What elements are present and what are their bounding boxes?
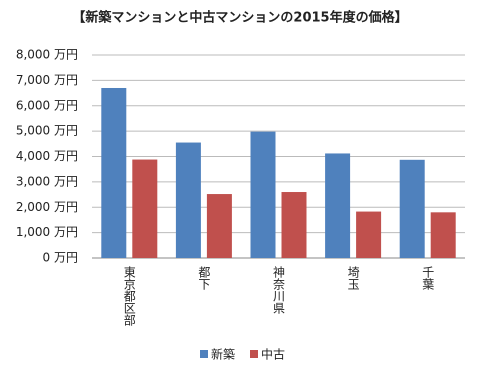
y-tick-label: 8,000 万円: [16, 48, 78, 62]
bar: [399, 159, 425, 258]
bar: [206, 194, 232, 258]
legend-label: 中古: [261, 347, 285, 362]
y-tick-label: 7,000 万円: [16, 73, 78, 87]
legend-label: 新築: [211, 347, 235, 362]
x-tick-label: 神奈川県: [272, 266, 286, 314]
y-tick-label: 4,000 万円: [16, 149, 78, 163]
bar: [430, 212, 456, 258]
bar: [281, 192, 307, 258]
y-tick-label: 3,000 万円: [16, 174, 78, 188]
y-tick-label: 6,000 万円: [16, 98, 78, 112]
legend-swatch: [200, 350, 208, 358]
x-tick-label: 千葉: [421, 266, 435, 290]
bar: [175, 142, 201, 258]
x-tick-label: 埼玉: [346, 266, 360, 290]
y-tick-label: 2,000 万円: [16, 200, 78, 214]
bar: [325, 153, 351, 258]
y-tick-label: 0 万円: [43, 251, 78, 265]
y-tick-label: 1,000 万円: [16, 225, 78, 239]
chart-title: 【新築マンションと中古マンションの2015年度の価格】: [72, 10, 407, 26]
bar: [101, 87, 127, 258]
legend-swatch: [250, 350, 258, 358]
bar: [132, 159, 158, 258]
x-tick-label: 東京都区部: [122, 266, 136, 326]
x-tick-label: 都下: [197, 266, 211, 290]
y-tick-label: 5,000 万円: [16, 124, 78, 138]
bar: [250, 131, 276, 258]
bar: [356, 211, 382, 258]
